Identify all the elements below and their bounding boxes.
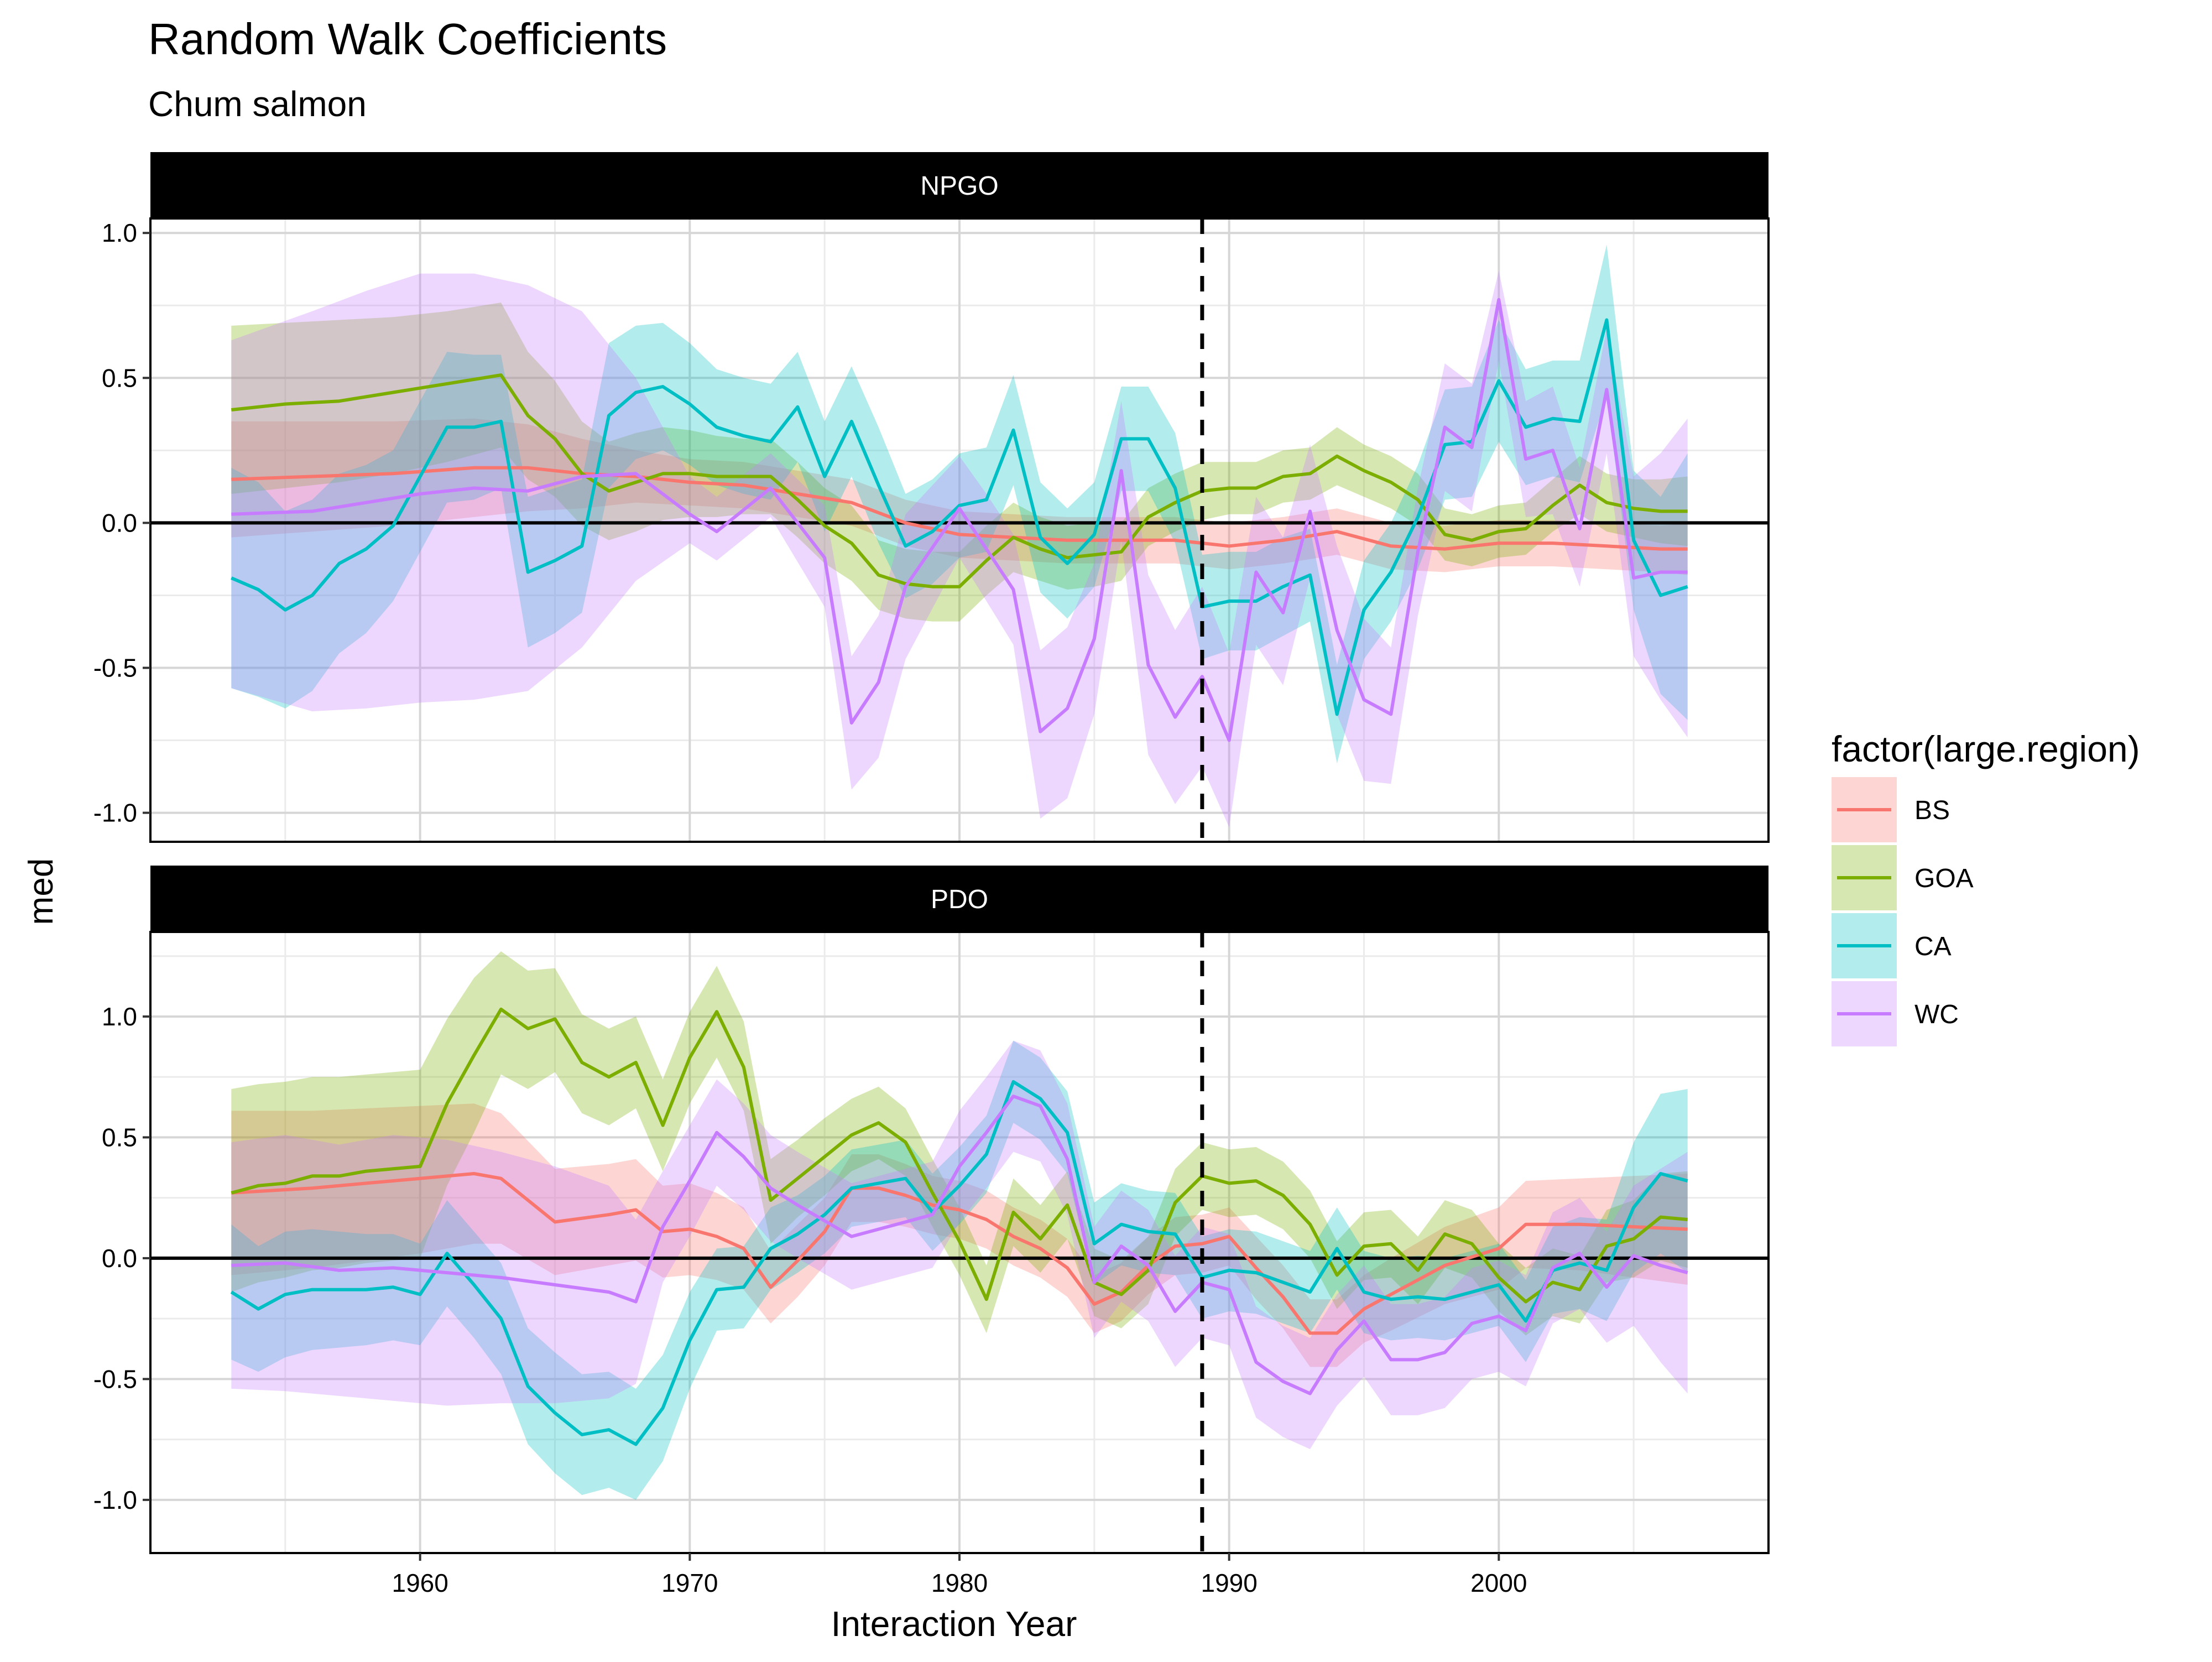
series-line-ca [230, 1080, 1688, 1446]
ribbons [231, 951, 1688, 1500]
y-tick-label: -0.5 [93, 653, 137, 682]
ribbon-wc [231, 1040, 1688, 1450]
series-line-ca [231, 318, 1688, 716]
ribbon-goa [231, 951, 1688, 1336]
series-lines [231, 298, 1688, 742]
series-line-goa [231, 1007, 1688, 1304]
series-line-wc [231, 1095, 1688, 1395]
ribbon-bs [231, 1103, 1688, 1367]
legend-item-ca: CA [1832, 913, 1952, 978]
legend-label: GOA [1914, 864, 1974, 893]
panels-layer: NPGO -1.0 -0.5 0.0 0.5 1.0 PDO -1.0 -0.5 0.0 0.5 1.… [93, 152, 1770, 1597]
x-tick-label: 1970 [661, 1569, 718, 1597]
series-line-wc [231, 298, 1688, 742]
x-tick-label: 1980 [931, 1569, 988, 1597]
series-lines [230, 1007, 1688, 1446]
ribbon-wc [231, 270, 1688, 827]
x-tick-label: 1960 [392, 1569, 448, 1597]
legend: factor(large.region) BS GOA CA WC [1832, 728, 2140, 1046]
y-tick-label: 0.5 [102, 363, 137, 392]
y-tick-label: 0.0 [102, 508, 137, 537]
ribbon-ca [231, 1040, 1688, 1500]
chart-title: Random Walk Coefficients [148, 14, 667, 64]
series-line-bs [231, 1172, 1688, 1335]
ribbon-goa [231, 303, 1688, 622]
legend-label: WC [1914, 1000, 1959, 1029]
y-axis-label: med [22, 858, 60, 925]
chart-subtitle: Chum salmon [148, 84, 367, 124]
facet-strip-label: PDO [931, 885, 988, 914]
panel-pdo: PDO -1.0 -0.5 0.0 0.5 1.0 1960 1970 1980 1990 2000 [93, 866, 1770, 1597]
facet-strip [150, 152, 1768, 218]
facet-strip [150, 866, 1768, 932]
legend-item-wc: WC [1832, 981, 1959, 1046]
legend-item-goa: GOA [1832, 845, 1974, 910]
x-tick-label: 2000 [1470, 1569, 1527, 1597]
legend-label: CA [1914, 932, 1952, 961]
panel-border [149, 217, 1770, 843]
x-axis-label: Interaction Year [831, 1604, 1077, 1644]
y-tick-label: 0.0 [102, 1244, 137, 1273]
y-tick-label: 1.0 [102, 218, 137, 247]
y-tick-label: -1.0 [93, 1486, 137, 1514]
legend-label: BS [1914, 796, 1950, 825]
legend-title: factor(large.region) [1832, 728, 2140, 769]
legend-item-bs: BS [1832, 777, 1950, 842]
x-tick-label: 1990 [1201, 1569, 1257, 1597]
y-tick-label: -0.5 [93, 1364, 137, 1393]
facet-strip-label: NPGO [920, 171, 998, 201]
ribbon-bs [231, 418, 1688, 575]
y-tick-label: -1.0 [93, 799, 137, 827]
panel-npgo: NPGO -1.0 -0.5 0.0 0.5 1.0 [93, 152, 1770, 843]
y-tick-label: 1.0 [102, 1002, 137, 1031]
y-tick-label: 0.5 [102, 1123, 137, 1152]
